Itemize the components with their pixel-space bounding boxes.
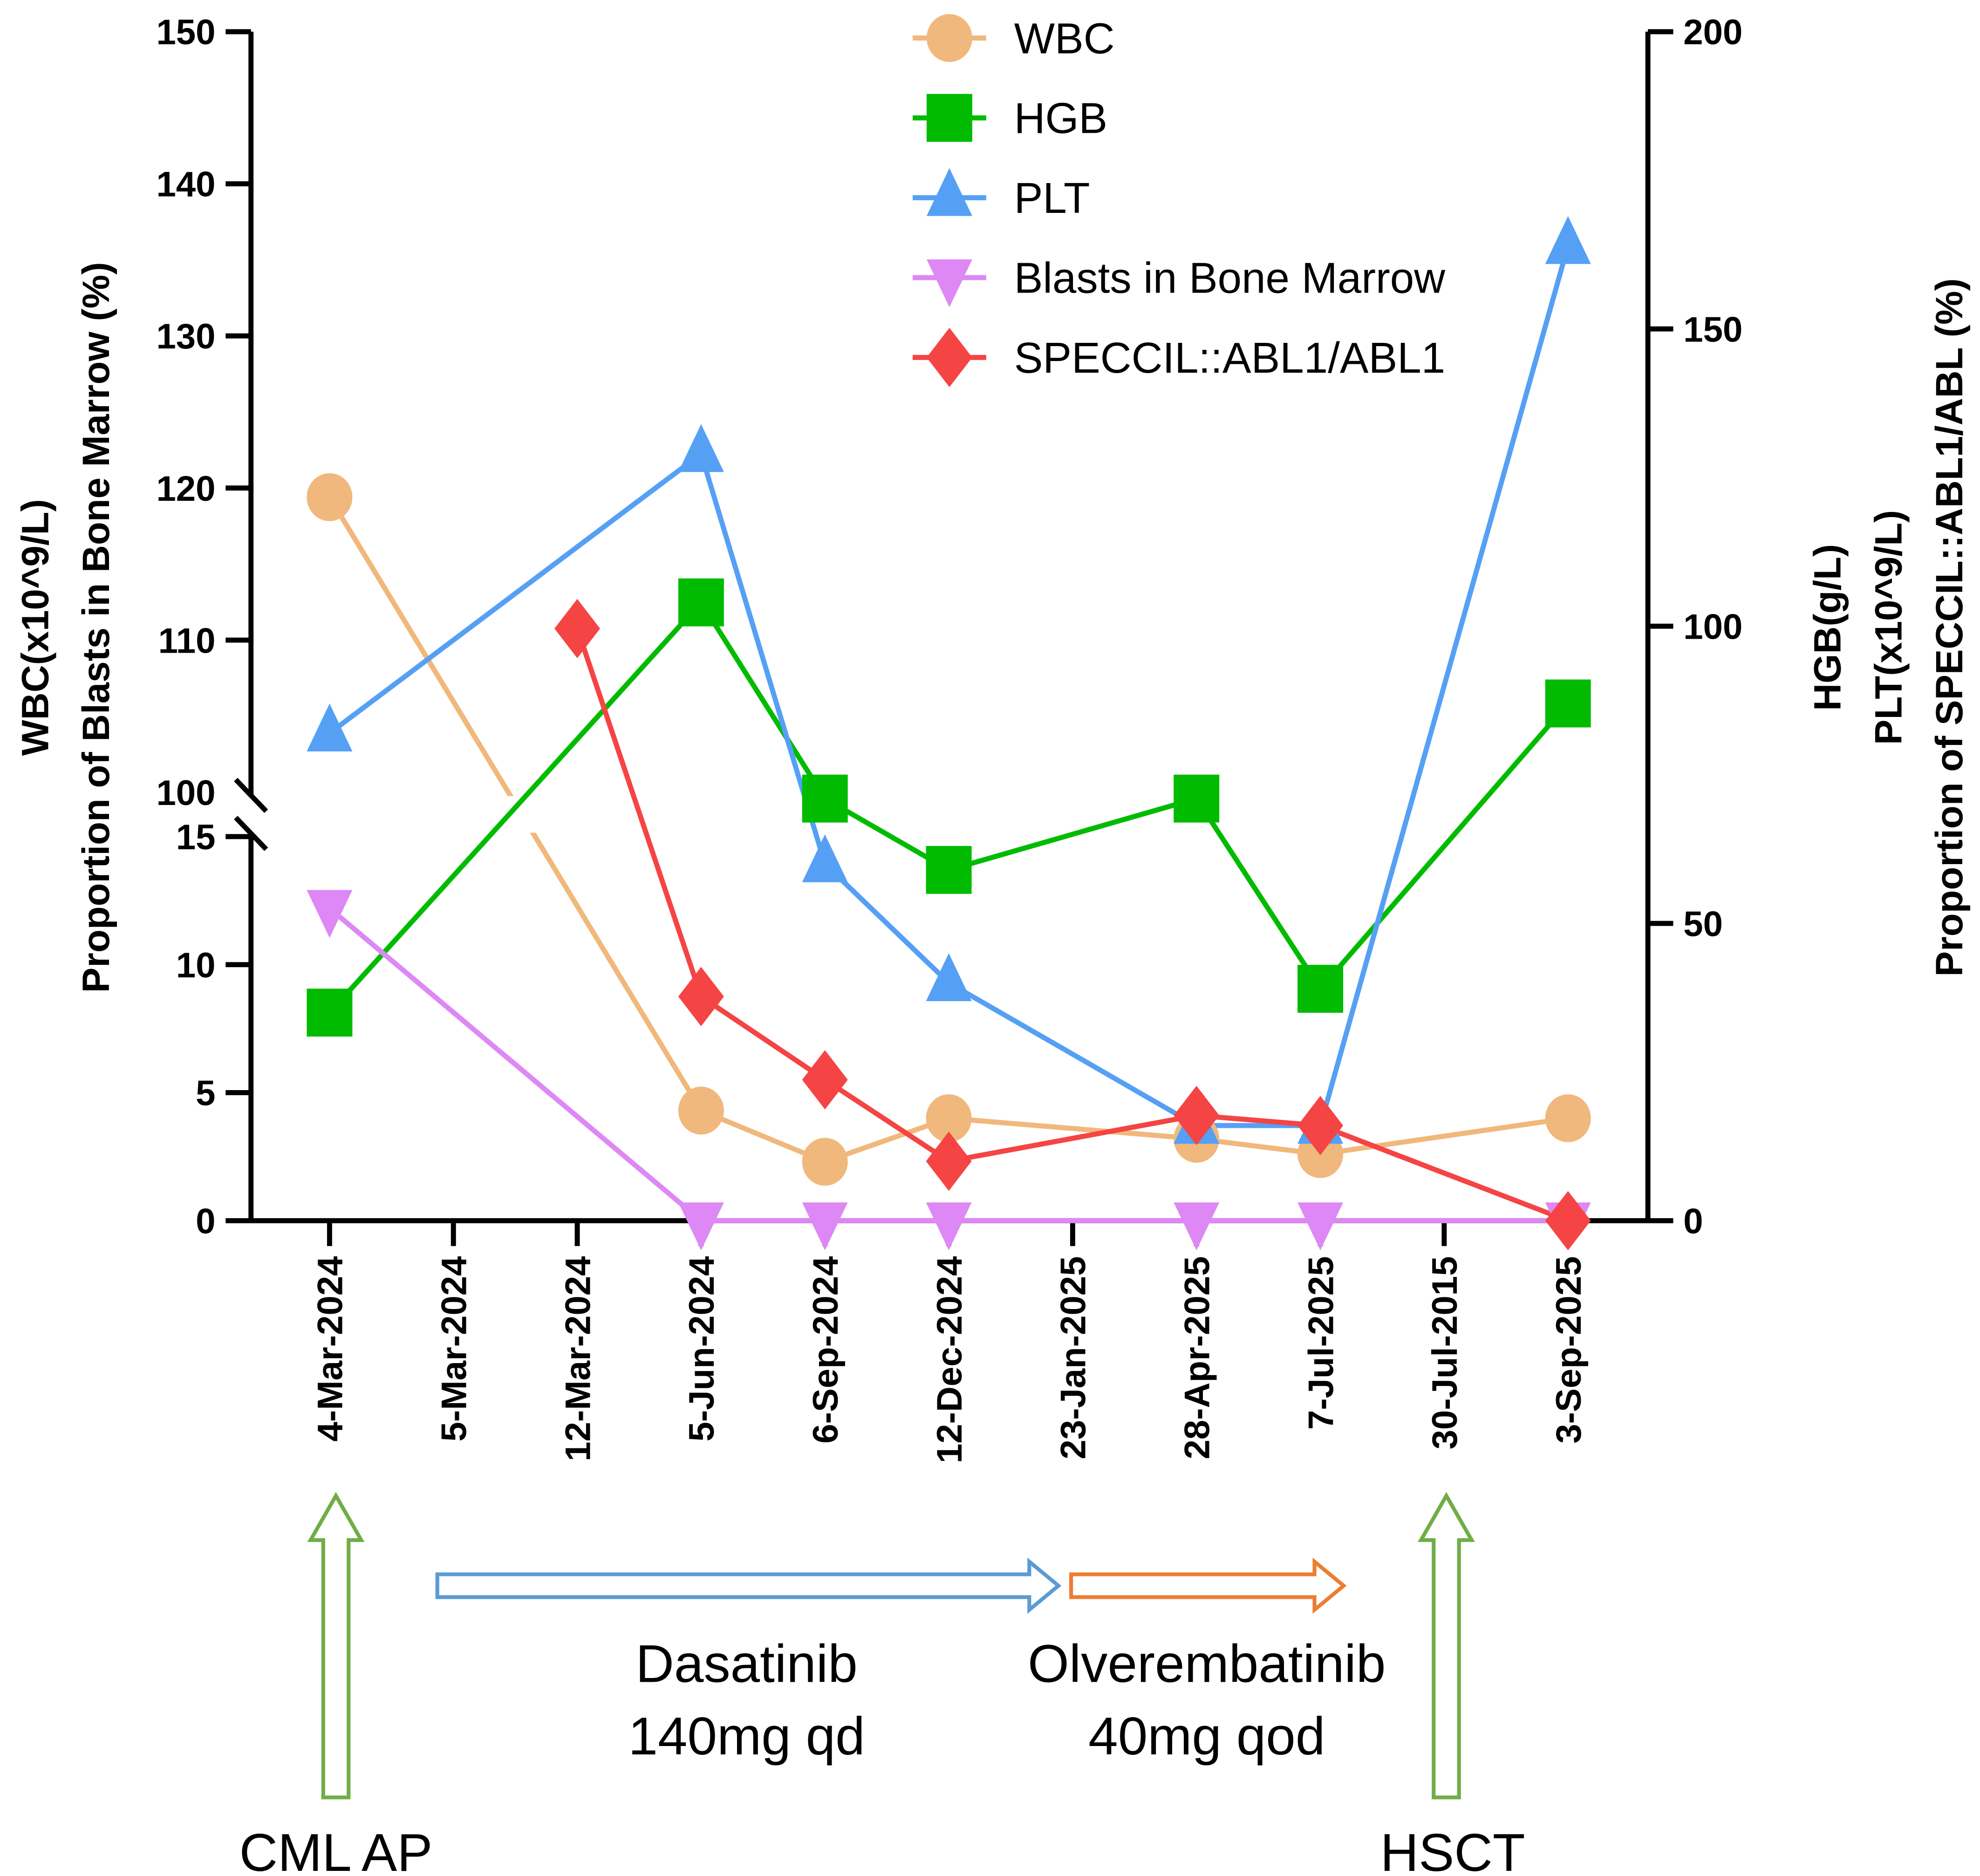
wbc-point [307,473,353,521]
cml-ap-label: CML AP [239,1823,433,1876]
x-tick-label: 23-Jan-2025 [1054,1256,1093,1459]
legend-marker-hgb [926,94,972,142]
speccil-abl1-abl1-point [802,1050,848,1110]
x-tick-label: 28-Apr-2025 [1177,1256,1217,1459]
legend-label-plt: PLT [1014,174,1090,222]
right-tick-label: 200 [1683,13,1742,52]
left-tick-label: 120 [156,469,215,509]
right-axis-label-2: PLT(x10^9/L) [1867,510,1910,745]
legend-marker-wbc [926,14,972,62]
left-axis-label-1: WBC(x10^9/L) [14,499,56,756]
plt-point [926,953,972,1002]
right-tick-label: 50 [1683,904,1723,944]
plt-point [678,424,724,472]
plt-point [307,703,353,752]
blasts-in-bone-marrow-point [1174,1202,1220,1250]
hgb-point [307,989,353,1037]
hgb-point [926,846,972,894]
x-tick-label: 5-Jun-2024 [682,1256,722,1441]
dasatinib-right-arrow [435,1557,1062,1614]
wbc-point [1545,1094,1591,1142]
left-tick-label: 140 [156,165,215,205]
cml-ap-up-arrow [307,1492,365,1800]
legend-marker-plt [926,168,972,216]
wbc-point [802,1138,848,1186]
right-axis-label-3: Proportion of SPECCIL::ABL1/ABL (%) [1928,278,1971,976]
x-tick-label: 7-Jul-2025 [1301,1256,1341,1430]
x-tick-label: 5-Mar-2024 [434,1256,474,1441]
plt-point [802,834,848,882]
legend-label-speccil-abl1-abl1: SPECCIL::ABL1/ABL1 [1014,334,1445,382]
hgb-point [1174,774,1220,823]
olverembatinib-dose-label: 40mg qod [1088,1707,1325,1766]
hgb-point [678,578,724,627]
hsct-up-arrow [1418,1492,1475,1800]
legend-marker-speccil-abl1-abl1 [926,327,972,387]
legend-label-blasts-in-bone-marrow: Blasts in Bone Marrow [1014,254,1446,302]
olverembatinib-right-arrow [1069,1557,1347,1614]
legend-label-wbc: WBC [1014,14,1115,62]
speccil-abl1-abl1-line [574,628,1569,1223]
right-axis-label-1: HGB(g/L) [1807,544,1849,711]
legend-marker-blasts-in-bone-marrow [926,259,972,307]
x-tick-label: 30-Jul-2015 [1425,1256,1465,1449]
blasts-in-bone-marrow-point [802,1202,848,1250]
speccil-abl1-abl1-point [678,967,724,1026]
dasatinib-label: Dasatinib [635,1635,857,1694]
right-tick-label: 100 [1683,607,1742,647]
blasts-in-bone-marrow-point [678,1202,724,1250]
left-tick-label: 150 [156,13,215,52]
hgb-point [802,774,848,823]
wbc-point [926,1094,972,1142]
x-tick-label: 4-Mar-2024 [311,1256,350,1441]
hsct-label: HSCT [1380,1823,1525,1876]
left-tick-label: 5 [196,1074,215,1113]
left-tick-label: 10 [176,946,216,985]
left-tick-label: 110 [158,621,216,661]
right-tick-label: 150 [1683,310,1742,349]
dasatinib-dose-label: 140mg qd [628,1707,865,1766]
right-tick-label: 0 [1683,1201,1703,1241]
left-axis-label-2: Proportion of Blasts in Bone Marrow (%) [75,262,117,993]
legend-label-hgb: HGB [1014,94,1107,143]
blasts-in-bone-marrow-point [926,1202,972,1250]
plt-point [1545,216,1591,264]
x-tick-label: 12-Mar-2024 [558,1256,598,1461]
speccil-abl1-abl1-point [1545,1191,1591,1250]
hgb-point [1297,965,1344,1013]
speccil-abl1-abl1-point [554,599,601,658]
blasts-in-bone-marrow-point [1297,1202,1344,1250]
series-markers [307,216,1591,1250]
blasts-in-bone-marrow-point [307,890,353,938]
olverembatinib-label: Olverembatinib [1028,1635,1386,1694]
x-tick-label: 12-Dec-2024 [930,1256,970,1463]
speccil-abl1-abl1-point [926,1131,972,1191]
series-lines [327,245,1570,1223]
left-tick-label: 15 [176,818,216,857]
hgb-line [328,598,1570,1015]
left-tick-label: 0 [196,1201,215,1241]
x-tick-label: 6-Sep-2024 [806,1256,846,1443]
left-tick-label: 100 [156,773,215,813]
hgb-point [1545,679,1591,728]
axes: 0 5 10 15 100 110 120 130 140 150 0 50 100 150 200 4-Ma… [156,13,1742,1463]
axis-break-mark [234,816,268,851]
x-tick-label: 3-Sep-2025 [1549,1256,1589,1443]
left-tick-label: 130 [156,317,215,356]
axis-break-mark [234,778,268,813]
wbc-point [678,1086,724,1135]
